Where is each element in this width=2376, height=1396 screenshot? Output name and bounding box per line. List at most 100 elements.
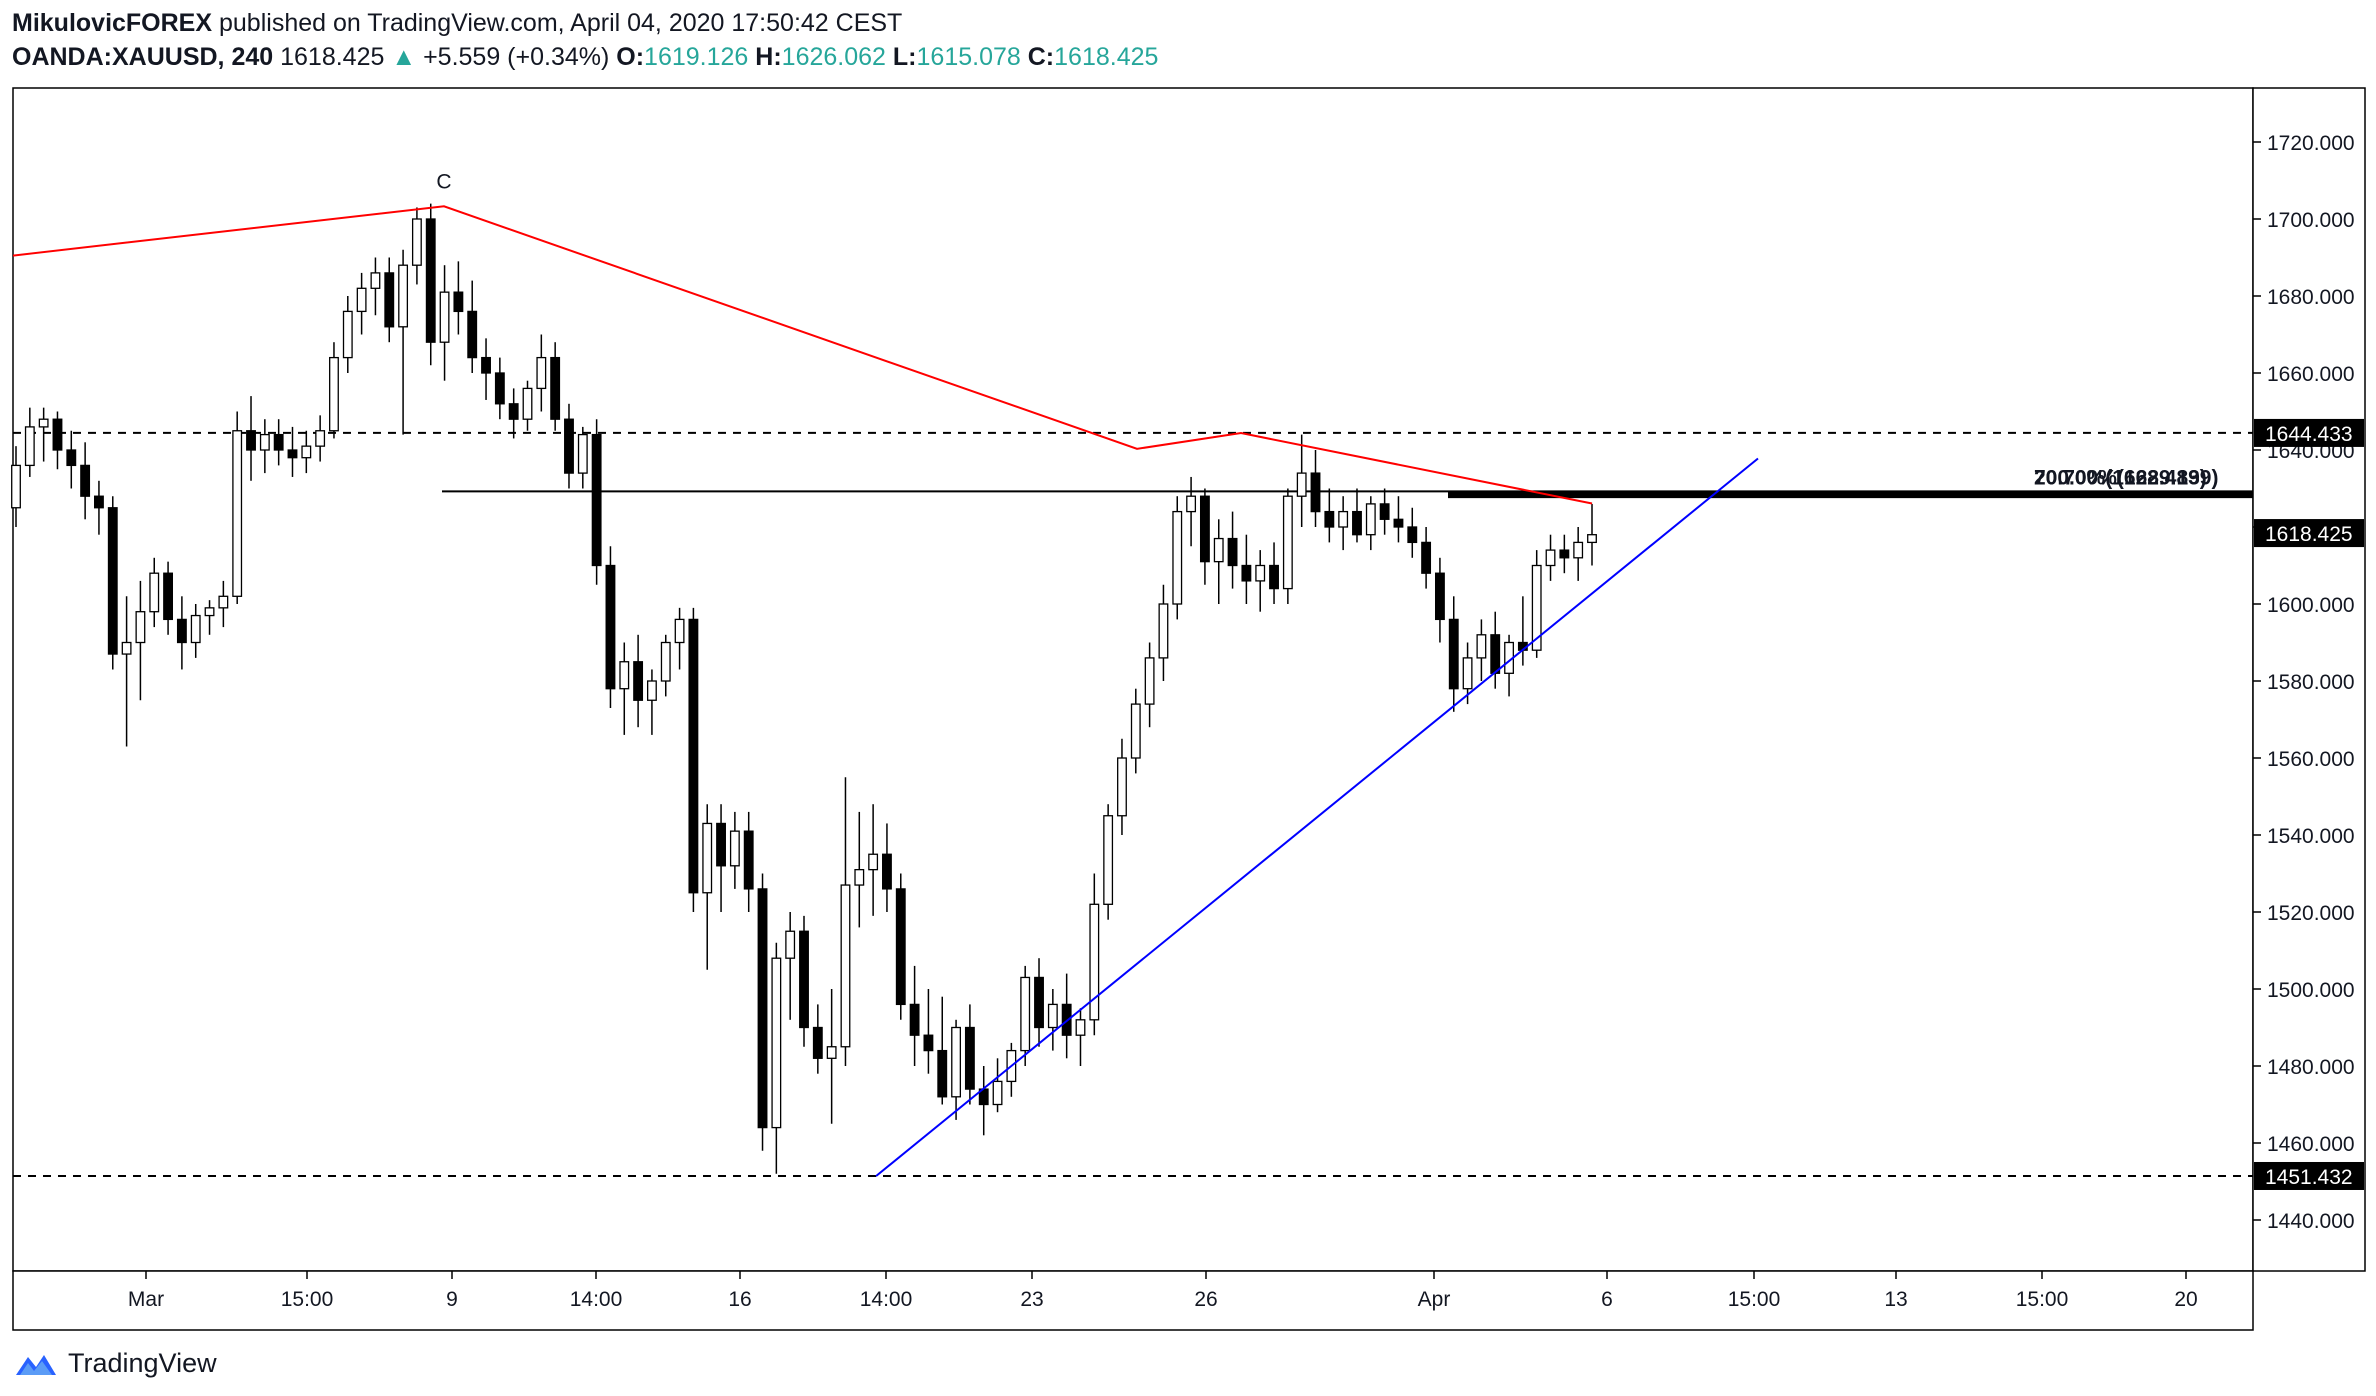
candle-body (1462, 657, 1473, 690)
candle-body (674, 618, 685, 644)
y-tick-label: 1720.000 (2267, 132, 2355, 155)
symbol-label[interactable]: OANDA:XAUUSD, 240 (12, 43, 274, 71)
y-tick-label: 1440.000 (2267, 1210, 2355, 1233)
candle-body (1020, 976, 1031, 1052)
candle-body (757, 888, 768, 1129)
plot-area[interactable] (12, 87, 2254, 1272)
candle-body (1379, 503, 1390, 520)
candle-body (384, 272, 395, 328)
candle-body (1103, 815, 1114, 905)
x-tick-label: Mar (128, 1288, 164, 1311)
candle-body (1310, 472, 1321, 513)
level-tag-1644: 1644.433 (2265, 423, 2353, 446)
candle-body (951, 1026, 962, 1098)
candle-body (536, 356, 547, 390)
published-text: published on TradingView.com, April 04, … (219, 9, 903, 37)
y-tick-label: 1700.000 (2267, 209, 2355, 232)
x-tick-label: 14:00 (570, 1288, 623, 1311)
trend-line (875, 457, 1759, 1177)
y-axis-ticks: 1440.000 1460.000 1480.000 1500.000 1520.000… (2253, 132, 2355, 1233)
candle-body (1490, 634, 1501, 674)
open-value: 1619.126 (644, 43, 749, 71)
candle-body (550, 356, 561, 420)
candle-body (315, 430, 326, 447)
candle-body (1531, 564, 1542, 651)
candle-body (494, 372, 505, 405)
candle-body (522, 387, 533, 420)
x-tick-label: 14:00 (860, 1288, 913, 1311)
candle-body (1186, 495, 1197, 513)
candle-body (232, 430, 243, 597)
x-tick-label: 9 (446, 1288, 458, 1311)
candle-body (1117, 757, 1127, 817)
candle-body (1352, 510, 1362, 536)
candle-body (301, 445, 312, 459)
candle-body (1034, 976, 1044, 1029)
candle-body (1172, 510, 1183, 605)
candle-body (895, 888, 906, 1006)
candle-body (1130, 703, 1141, 759)
candle-body (66, 449, 77, 467)
price-axis[interactable] (2252, 87, 2366, 1272)
candle-body (135, 611, 146, 644)
x-tick-label: 23 (1020, 1288, 1043, 1311)
candle-body (508, 403, 519, 420)
candle-body (204, 607, 215, 617)
candle-body (38, 418, 49, 428)
candle-body (1545, 549, 1556, 567)
chart-header: MikulovicFOREX published on TradingView.… (12, 6, 1158, 74)
candle-body (854, 869, 865, 886)
candle-body (882, 853, 892, 890)
x-tick-label: 15:00 (281, 1288, 334, 1311)
candle-body (80, 464, 91, 497)
level-tag-1451-bg (2254, 1161, 2364, 1190)
candle-body (619, 661, 630, 690)
candles (11, 203, 1597, 1174)
wave-line (12, 205, 1593, 505)
y-tick-label: 1520.000 (2267, 902, 2355, 925)
candle-body (1255, 564, 1266, 582)
candle-body (259, 433, 270, 451)
candle-body (964, 1026, 975, 1090)
candle-body (1587, 534, 1597, 544)
level-tag-1451: 1451.432 (2265, 1166, 2353, 1189)
candle-body (453, 291, 464, 313)
y-tick-label: 1600.000 (2267, 594, 2355, 617)
candle-body (121, 641, 132, 655)
y-tick-label: 1460.000 (2267, 1133, 2355, 1156)
fib-label: 70.70%(1628.489) (2034, 466, 2207, 489)
candle-body (329, 356, 339, 432)
candle-body (176, 618, 187, 644)
candle-body (785, 930, 796, 959)
candle-body (812, 1026, 823, 1059)
candle-body (1047, 1003, 1058, 1029)
candle-body (287, 449, 298, 459)
last-price-tag-bg (2254, 519, 2364, 548)
candle-body (1365, 503, 1376, 536)
candle-body (342, 310, 353, 359)
candle-body (1421, 541, 1432, 574)
candle-body (716, 822, 726, 867)
close-value: 1618.425 (1054, 43, 1159, 71)
tradingview-logo-icon[interactable] (14, 1349, 58, 1377)
candle-body (149, 572, 160, 613)
up-arrow-icon: ▲ (391, 43, 417, 71)
time-axis[interactable] (12, 1270, 2254, 1331)
candle-body (1269, 564, 1279, 590)
candle-body (1324, 510, 1335, 528)
candle-body (743, 830, 754, 890)
y-tick-label: 1500.000 (2267, 979, 2355, 1002)
author-name[interactable]: MikulovicFOREX (12, 9, 213, 37)
candle-body (24, 426, 35, 467)
publish-line: MikulovicFOREX published on TradingView.… (12, 6, 1158, 40)
candle-body (218, 595, 229, 609)
candle-body (1089, 903, 1100, 1021)
candle-body (1199, 495, 1210, 563)
drawn-lines: C 70.70%(1628.489)200.00%(1629.139) (12, 170, 2218, 1177)
candle-body (163, 572, 174, 621)
y-tick-label: 1540.000 (2267, 825, 2355, 848)
brand-name[interactable]: TradingView (68, 1347, 217, 1378)
candle-body (425, 218, 436, 343)
candle-body (1213, 537, 1224, 563)
